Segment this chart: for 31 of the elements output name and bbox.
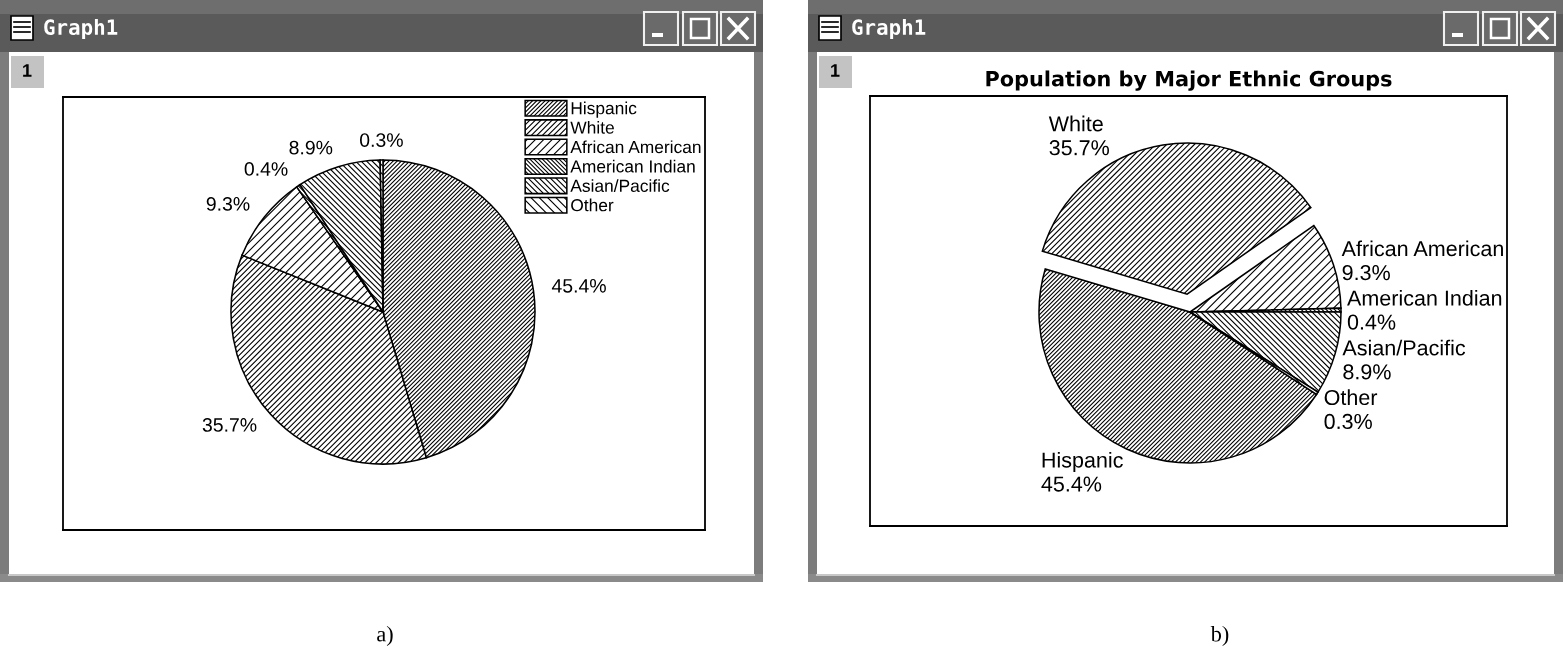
legend-label: Asian/Pacific [570, 179, 670, 192]
slice-label: African American [1341, 240, 1503, 257]
data-label: 8.9% [1343, 364, 1391, 380]
legend-label: American Indian [570, 159, 695, 173]
legend-label: Hispanic [571, 101, 637, 118]
text: b) [1210, 625, 1229, 647]
data-label: 0.4% [244, 162, 288, 176]
chart-title: Population by Major Ethnic Groups [986, 70, 1392, 91]
data-label: 35.7% [202, 418, 257, 432]
slice-label: Asian/Pacific [1342, 339, 1466, 356]
legend-label: White [570, 121, 614, 134]
data-label: 9.3% [206, 197, 250, 211]
caption: Graph1 [44, 18, 118, 40]
caption: Graph1 [852, 18, 926, 40]
data-label: 35.7% [1049, 140, 1109, 156]
data-label: 9.3% [1342, 265, 1390, 281]
text: 1 [831, 64, 840, 77]
data-label: 8.9% [289, 140, 333, 155]
data-label: 0.3% [360, 133, 403, 147]
slice-label: Other [1324, 389, 1378, 406]
data-label: 0.4% [1347, 314, 1396, 330]
data-label: 45.4% [1041, 476, 1102, 492]
text: a) [377, 625, 393, 647]
data-label: 45.4% [551, 279, 606, 293]
legend-label: Other [571, 198, 614, 212]
slice-label: White [1048, 115, 1103, 132]
data-label: 0.3% [1324, 413, 1372, 430]
slice-label: American Indian [1347, 289, 1502, 306]
slice-label: Hispanic [1042, 451, 1123, 472]
legend-label: African American [570, 140, 701, 154]
text: 1 [23, 64, 32, 77]
